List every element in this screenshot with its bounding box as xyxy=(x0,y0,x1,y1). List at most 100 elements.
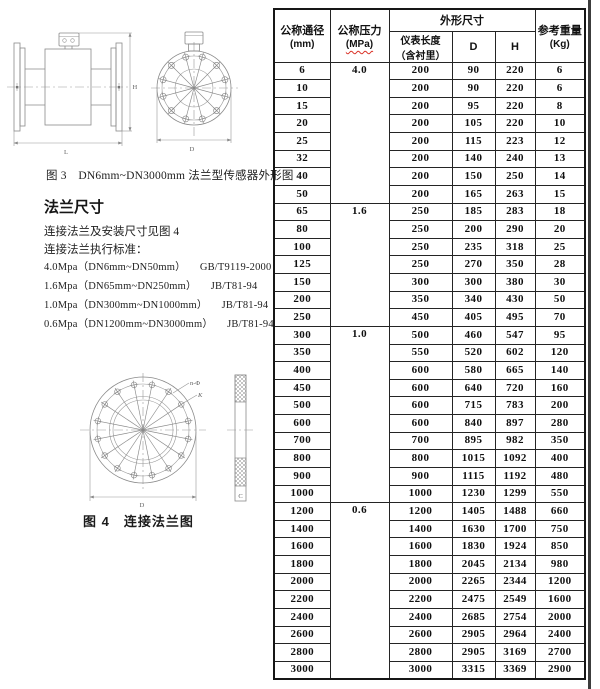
cell-d: 1115 xyxy=(451,466,496,486)
cell-pressure: 1.6 xyxy=(329,202,390,327)
cell-diameter: 32 xyxy=(273,149,331,169)
cell-h: 2344 xyxy=(494,572,536,592)
col-header-h: H xyxy=(494,30,536,63)
flange-face-view: n-Φ K D xyxy=(80,373,206,509)
cell-diameter: 10 xyxy=(273,79,331,98)
dim-label-d: D xyxy=(140,502,145,509)
col-header-pressure-unit: (MPa) xyxy=(345,38,374,50)
spec-row: 250 450 405 495 70 xyxy=(273,308,586,327)
cell-d: 2905 xyxy=(451,643,496,662)
standard-code: JB/T81-94 xyxy=(227,319,274,330)
cell-length: 1600 xyxy=(388,537,453,556)
cell-d: 150 xyxy=(451,167,496,186)
spec-row: 600 600 840 897 280 xyxy=(273,414,586,433)
cell-h: 1924 xyxy=(494,537,536,556)
cell-length: 2400 xyxy=(388,607,453,627)
spec-row: 3000 3000 3315 3369 2900 xyxy=(273,660,586,680)
cell-weight: 2700 xyxy=(534,643,586,662)
fig3-bolt-ring xyxy=(158,52,230,124)
cell-d: 200 xyxy=(451,220,496,239)
cell-length: 900 xyxy=(388,466,453,486)
cell-d: 2905 xyxy=(451,625,496,645)
spec-row: 200 350 340 430 50 xyxy=(273,290,586,310)
cell-length: 2800 xyxy=(388,643,453,662)
cell-h: 2134 xyxy=(494,555,536,574)
cell-weight: 15 xyxy=(534,184,586,204)
spec-row: 1200 0.6 1200 1405 1488 660 xyxy=(273,502,586,680)
cell-h: 783 xyxy=(494,396,536,415)
cell-h: 1488 xyxy=(494,502,536,521)
cell-length: 2000 xyxy=(388,572,453,592)
cell-h: 897 xyxy=(494,414,536,433)
cell-h: 602 xyxy=(494,343,536,363)
cell-weight: 13 xyxy=(534,149,586,169)
spec-row: 32 200 140 240 13 xyxy=(273,149,586,169)
cell-length: 250 xyxy=(388,220,453,239)
cell-d: 115 xyxy=(451,132,496,151)
cell-weight: 120 xyxy=(534,343,586,363)
cell-h: 2964 xyxy=(494,625,536,645)
spec-table-body: 6 4.0 200 90 220 6 10 200 90 220 6 15 200 95 220 8 20 200… xyxy=(273,61,586,680)
side-view: H L xyxy=(7,32,138,156)
flange-section-view: C xyxy=(227,374,254,502)
cell-weight: 400 xyxy=(534,449,586,468)
dim-label-d: D xyxy=(190,146,195,153)
cell-weight: 2000 xyxy=(534,607,586,627)
cell-weight: 550 xyxy=(534,484,586,504)
cell-h: 2754 xyxy=(494,607,536,627)
spec-row: 900 900 1115 1192 480 xyxy=(273,466,586,486)
cell-d: 90 xyxy=(451,61,496,81)
standard-range: 1.6Mpa（DN65mm~DN250mm） xyxy=(44,281,197,292)
cell-d: 520 xyxy=(451,343,496,363)
cell-weight: 280 xyxy=(534,414,586,433)
cell-length: 1000 xyxy=(388,484,453,504)
spec-row: 20 200 105 220 10 xyxy=(273,114,586,133)
col-header-diameter-unit: (mm) xyxy=(290,38,315,50)
cell-length: 200 xyxy=(388,184,453,204)
cell-length: 800 xyxy=(388,449,453,468)
col-header-length-line1: 仪表长度 xyxy=(400,35,441,47)
cell-diameter: 700 xyxy=(273,431,331,451)
spec-row: 15 200 95 220 8 xyxy=(273,96,586,116)
cell-h: 1092 xyxy=(494,449,536,468)
cell-length: 600 xyxy=(388,414,453,433)
cell-length: 200 xyxy=(388,167,453,186)
cell-length: 450 xyxy=(388,308,453,327)
cell-diameter: 350 xyxy=(273,343,331,363)
label-k: K xyxy=(197,392,203,399)
spec-row: 40 200 150 250 14 xyxy=(273,167,586,186)
cell-d: 1230 xyxy=(451,484,496,504)
cell-weight: 14 xyxy=(534,167,586,186)
cell-h: 283 xyxy=(494,202,536,222)
cell-weight: 200 xyxy=(534,396,586,415)
cell-weight: 12 xyxy=(534,132,586,151)
cell-d: 270 xyxy=(451,255,496,274)
cell-length: 300 xyxy=(388,273,453,292)
flange-text-line2: 连接法兰执行标准： xyxy=(44,244,148,256)
spec-row: 400 600 580 665 140 xyxy=(273,361,586,380)
cell-diameter: 20 xyxy=(273,114,331,133)
cell-h: 250 xyxy=(494,167,536,186)
figure3-caption: 图 3 DN6mm~DN3000mm 法兰型传感器外形图 xyxy=(46,170,294,182)
cell-d: 895 xyxy=(451,431,496,451)
col-header-dimensions-group: 外形尺寸 xyxy=(388,8,536,32)
standard-line: 4.0Mpa（DN6mm~DN50mm） GB/T9119-2000 xyxy=(44,259,271,274)
cell-length: 600 xyxy=(388,396,453,415)
standard-range: 1.0Mpa（DN300mm~DN1000mm） xyxy=(44,300,208,311)
label-c: C xyxy=(238,493,242,500)
dim-label-h: H xyxy=(133,84,138,91)
cell-weight: 2400 xyxy=(534,625,586,645)
cell-length: 250 xyxy=(388,202,453,222)
cell-weight: 95 xyxy=(534,325,586,345)
spec-row: 1400 1400 1630 1700 750 xyxy=(273,519,586,539)
cell-diameter: 600 xyxy=(273,414,331,433)
cell-weight: 30 xyxy=(534,273,586,292)
cell-diameter: 2200 xyxy=(273,590,331,609)
cell-weight: 8 xyxy=(534,96,586,116)
col-header-weight: 参考重量 (Kg) xyxy=(534,8,586,63)
cell-diameter: 1400 xyxy=(273,519,331,539)
cell-diameter: 100 xyxy=(273,237,331,257)
figure4-connection-flange-drawing: n-Φ K D C xyxy=(80,373,254,509)
flange-spec-table: 公称通径 (mm) 公称压力 (MPa) 外形尺寸 参考重量 (Kg) 仪表长度… xyxy=(273,8,586,680)
